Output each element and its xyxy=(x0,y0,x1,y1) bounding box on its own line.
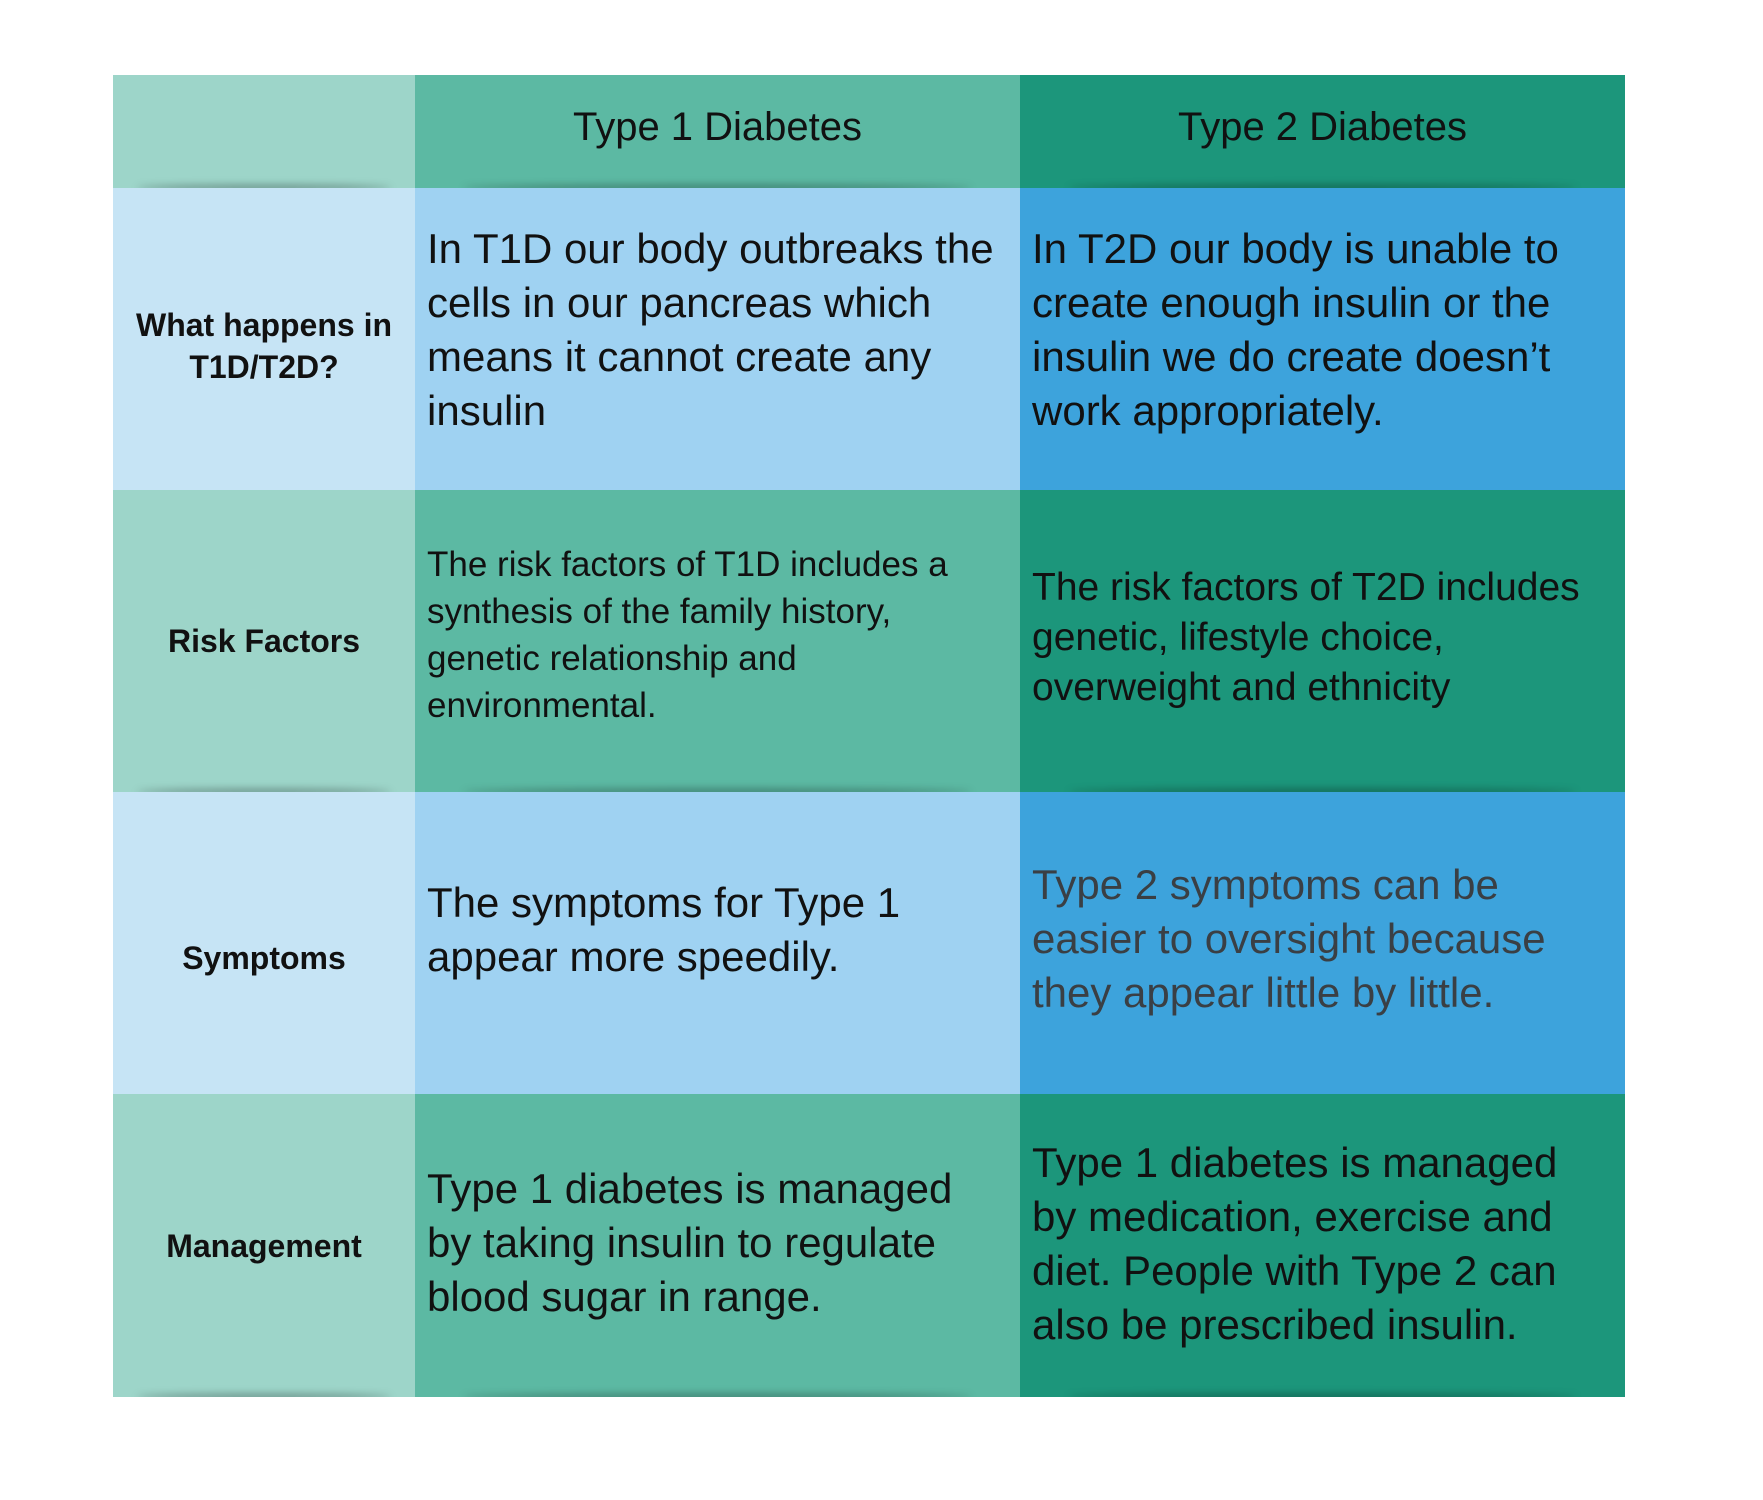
header-type2-label: Type 2 Diabetes xyxy=(1177,105,1468,149)
type2-management-cell: Type 1 diabetes is managed by medication… xyxy=(1020,1094,1625,1397)
type1-what-happens-cell: In T1D our body outbreaks the cells in o… xyxy=(415,188,1020,490)
header-type1-cell: Type 1 Diabetes xyxy=(415,75,1020,188)
type2-symptoms-text: Type 2 symptoms can be easier to oversig… xyxy=(1032,861,1546,1016)
header-blank-cell xyxy=(113,75,415,188)
type2-risk-factors-cell: The risk factors of T2D includes genetic… xyxy=(1020,490,1625,792)
type1-management-text: Type 1 diabetes is managed by taking ins… xyxy=(427,1164,953,1320)
header-type2-cell: Type 2 Diabetes xyxy=(1020,75,1625,188)
row-label-risk-factors: Risk Factors xyxy=(113,490,415,792)
row-label-management: Management xyxy=(113,1094,415,1397)
type1-what-happens-text: In T1D our body outbreaks the cells in o… xyxy=(427,225,994,434)
type1-risk-factors-text: The risk factors of T1D includes a synth… xyxy=(427,545,948,725)
row-label-symptoms: Symptoms xyxy=(113,792,415,1094)
row-label-what-happens: What happens in T1D/T2D? xyxy=(113,188,415,490)
type2-what-happens-text: In T2D our body is unable to create enou… xyxy=(1032,225,1559,434)
type1-risk-factors-cell: The risk factors of T1D includes a synth… xyxy=(415,490,1020,792)
type2-symptoms-cell: Type 2 symptoms can be easier to oversig… xyxy=(1020,792,1625,1094)
type2-management-text: Type 1 diabetes is managed by medication… xyxy=(1032,1138,1558,1348)
type1-symptoms-text: The symptoms for Type 1 appear more spee… xyxy=(427,879,901,980)
comparison-table: Type 1 Diabetes Type 2 Diabetes What hap… xyxy=(113,75,1625,1397)
type1-management-cell: Type 1 diabetes is managed by taking ins… xyxy=(415,1094,1020,1397)
header-type1-label: Type 1 Diabetes xyxy=(572,105,863,149)
type2-what-happens-cell: In T2D our body is unable to create enou… xyxy=(1020,188,1625,490)
type2-risk-factors-text: The risk factors of T2D includes genetic… xyxy=(1032,566,1580,709)
type1-symptoms-cell: The symptoms for Type 1 appear more spee… xyxy=(415,792,1020,1094)
